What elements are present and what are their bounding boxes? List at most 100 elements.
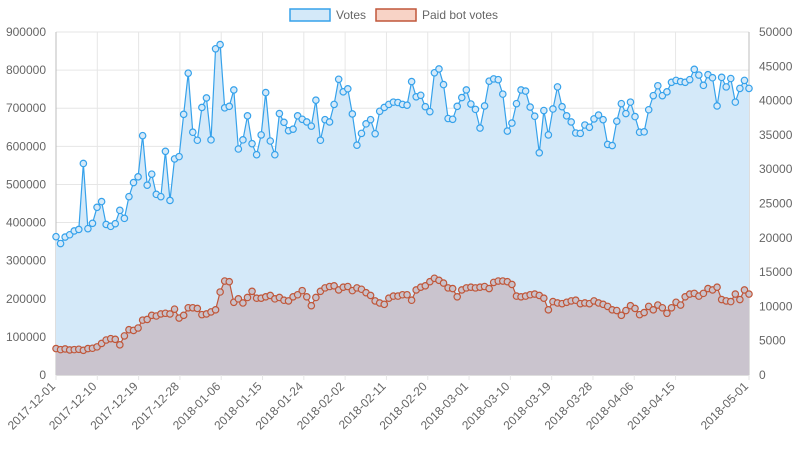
data-point-paid-bot-votes[interactable] (225, 277, 234, 286)
data-point-votes[interactable] (740, 76, 749, 85)
data-point-votes[interactable] (302, 118, 311, 126)
data-point-votes[interactable] (644, 105, 653, 114)
data-point-paid-bot-votes[interactable] (508, 280, 516, 289)
data-point-paid-bot-votes[interactable] (453, 292, 462, 301)
data-point-votes[interactable] (97, 197, 106, 206)
data-point-paid-bot-votes[interactable] (302, 292, 311, 301)
data-point-paid-bot-votes[interactable] (649, 306, 658, 314)
data-point-votes[interactable] (357, 129, 366, 138)
data-point-votes[interactable] (202, 94, 211, 102)
data-point-paid-bot-votes[interactable] (248, 287, 256, 296)
data-point-votes[interactable] (726, 74, 735, 83)
data-point-votes[interactable] (508, 119, 516, 127)
data-point-paid-bot-votes[interactable] (216, 288, 224, 296)
data-point-votes[interactable] (84, 224, 92, 233)
data-point-paid-bot-votes[interactable] (421, 282, 430, 290)
data-point-paid-bot-votes[interactable] (544, 306, 553, 314)
data-point-paid-bot-votes[interactable] (120, 332, 129, 340)
data-point-votes[interactable] (654, 81, 662, 90)
data-point-paid-bot-votes[interactable] (211, 306, 220, 314)
data-point-votes[interactable] (157, 192, 165, 201)
data-point-votes[interactable] (362, 120, 370, 128)
data-point-votes[interactable] (252, 150, 261, 159)
data-point-votes[interactable] (558, 102, 566, 111)
data-point-votes[interactable] (471, 105, 480, 114)
data-point-votes[interactable] (622, 109, 630, 118)
data-point-votes[interactable] (576, 129, 585, 138)
data-point-votes[interactable] (75, 225, 83, 234)
data-point-paid-bot-votes[interactable] (617, 311, 626, 320)
data-point-votes[interactable] (348, 110, 357, 118)
data-point-paid-bot-votes[interactable] (407, 296, 416, 305)
data-point-votes[interactable] (549, 105, 557, 113)
data-point-paid-bot-votes[interactable] (622, 306, 630, 315)
data-point-paid-bot-votes[interactable] (663, 309, 671, 318)
data-point-paid-bot-votes[interactable] (116, 341, 124, 349)
data-point-votes[interactable] (435, 65, 443, 73)
data-point-votes[interactable] (612, 117, 621, 125)
data-point-votes[interactable] (325, 118, 334, 126)
data-point-votes[interactable] (713, 102, 721, 110)
data-point-votes[interactable] (521, 87, 530, 95)
data-point-votes[interactable] (198, 103, 206, 112)
data-point-votes[interactable] (371, 129, 379, 138)
data-point-votes[interactable] (184, 69, 193, 77)
data-point-paid-bot-votes[interactable] (284, 297, 293, 305)
data-point-votes[interactable] (230, 86, 238, 94)
data-point-votes[interactable] (535, 149, 544, 157)
legend-label-paid-bot-votes[interactable]: Paid bot votes (422, 8, 498, 22)
data-point-votes[interactable] (448, 115, 457, 124)
data-point-votes[interactable] (248, 139, 256, 148)
data-point-votes[interactable] (129, 178, 138, 187)
data-point-paid-bot-votes[interactable] (170, 305, 179, 313)
legend-label-votes[interactable]: Votes (336, 8, 366, 22)
data-point-votes[interactable] (476, 124, 484, 132)
data-point-votes[interactable] (403, 101, 411, 109)
data-point-votes[interactable] (599, 115, 607, 124)
data-point-votes[interactable] (343, 84, 352, 93)
data-point-paid-bot-votes[interactable] (640, 308, 648, 317)
data-point-paid-bot-votes[interactable] (631, 304, 639, 313)
data-point-votes[interactable] (439, 80, 448, 89)
data-point-paid-bot-votes[interactable] (439, 279, 448, 287)
legend-swatch-paid-bot-votes[interactable] (375, 8, 417, 22)
data-point-votes[interactable] (457, 93, 466, 102)
data-point-votes[interactable] (289, 125, 297, 133)
data-point-votes[interactable] (266, 137, 275, 145)
data-point-paid-bot-votes[interactable] (612, 306, 621, 315)
data-point-votes[interactable] (56, 239, 65, 248)
data-point-votes[interactable] (663, 88, 671, 96)
data-point-votes[interactable] (407, 77, 416, 86)
data-point-votes[interactable] (736, 84, 744, 93)
data-point-votes[interactable] (312, 96, 320, 105)
data-point-paid-bot-votes[interactable] (740, 286, 749, 294)
data-point-votes[interactable] (467, 100, 475, 108)
data-point-votes[interactable] (257, 131, 265, 139)
data-point-paid-bot-votes[interactable] (234, 295, 243, 303)
data-point-votes[interactable] (608, 141, 617, 150)
data-point-votes[interactable] (717, 73, 726, 82)
data-point-votes[interactable] (617, 99, 626, 108)
data-point-paid-bot-votes[interactable] (540, 294, 548, 302)
data-point-votes[interactable] (134, 173, 142, 181)
data-point-paid-bot-votes[interactable] (366, 291, 375, 300)
data-point-votes[interactable] (111, 219, 120, 228)
data-point-votes[interactable] (353, 141, 361, 149)
data-point-votes[interactable] (225, 102, 234, 111)
data-point-votes[interactable] (690, 65, 699, 74)
data-point-votes[interactable] (93, 203, 101, 212)
data-point-votes[interactable] (480, 102, 489, 110)
data-point-votes[interactable] (731, 98, 740, 106)
data-point-votes[interactable] (307, 122, 316, 130)
data-point-votes[interactable] (695, 71, 703, 79)
data-point-votes[interactable] (234, 145, 243, 153)
data-point-paid-bot-votes[interactable] (736, 295, 744, 304)
data-point-votes[interactable] (498, 90, 507, 98)
data-point-votes[interactable] (79, 159, 88, 168)
data-point-votes[interactable] (526, 103, 534, 111)
data-point-paid-bot-votes[interactable] (726, 297, 735, 306)
data-point-votes[interactable] (649, 91, 658, 100)
data-point-votes[interactable] (316, 136, 325, 145)
data-point-votes[interactable] (188, 128, 197, 137)
data-point-votes[interactable] (722, 83, 731, 91)
